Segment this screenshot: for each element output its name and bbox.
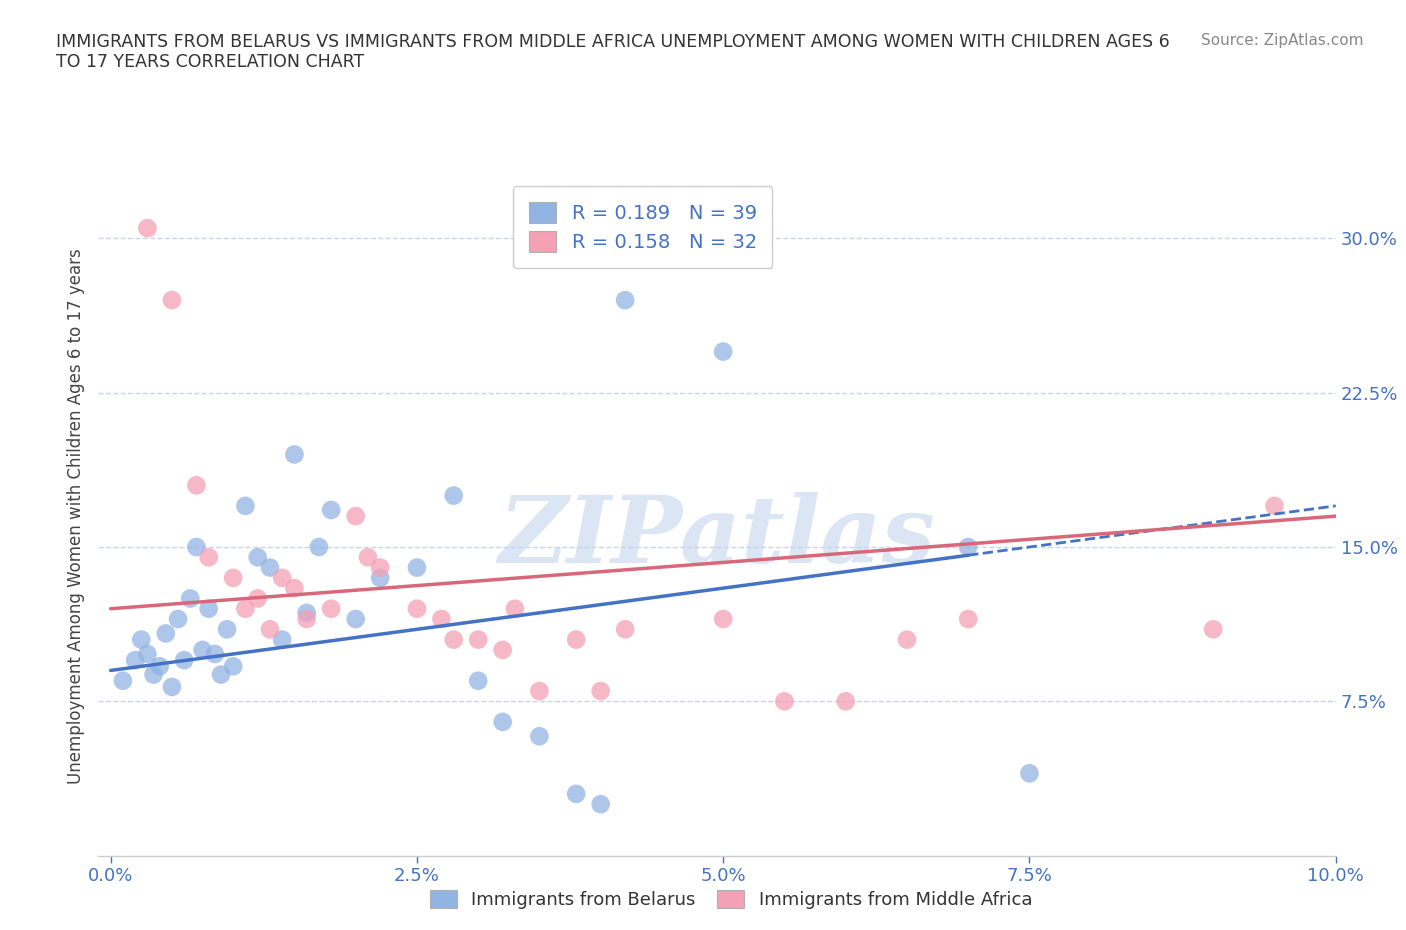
- Point: [283, 580, 305, 595]
- Point: [565, 632, 588, 647]
- Point: [492, 643, 515, 658]
- Point: [204, 646, 226, 661]
- Point: [222, 658, 245, 673]
- Point: [259, 560, 281, 575]
- Point: [589, 797, 612, 812]
- Point: [368, 570, 391, 585]
- Point: [136, 646, 159, 661]
- Legend: R = 0.189   N = 39, R = 0.158   N = 32: R = 0.189 N = 39, R = 0.158 N = 32: [513, 186, 772, 268]
- Point: [503, 602, 526, 617]
- Point: [155, 626, 177, 641]
- Point: [321, 602, 343, 617]
- Point: [308, 539, 330, 554]
- Point: [246, 591, 269, 605]
- Point: [197, 550, 219, 565]
- Point: [167, 612, 190, 627]
- Point: [136, 220, 159, 235]
- Point: [283, 447, 305, 462]
- Point: [614, 622, 637, 637]
- Legend: Immigrants from Belarus, Immigrants from Middle Africa: Immigrants from Belarus, Immigrants from…: [423, 883, 1039, 916]
- Point: [357, 550, 380, 565]
- Point: [467, 673, 489, 688]
- Point: [711, 612, 734, 627]
- Point: [430, 612, 453, 627]
- Point: [235, 602, 257, 617]
- Point: [271, 632, 294, 647]
- Point: [406, 602, 429, 617]
- Point: [1263, 498, 1285, 513]
- Point: [589, 684, 612, 698]
- Point: [124, 653, 146, 668]
- Point: [1202, 622, 1225, 637]
- Point: [129, 632, 152, 647]
- Point: [246, 550, 269, 565]
- Point: [295, 612, 318, 627]
- Point: [344, 509, 367, 524]
- Point: [406, 560, 429, 575]
- Point: [215, 622, 238, 637]
- Point: [179, 591, 201, 605]
- Point: [957, 612, 980, 627]
- Point: [896, 632, 918, 647]
- Text: Source: ZipAtlas.com: Source: ZipAtlas.com: [1201, 33, 1364, 47]
- Point: [191, 643, 214, 658]
- Point: [1018, 766, 1040, 781]
- Point: [111, 673, 134, 688]
- Point: [209, 667, 232, 682]
- Point: [186, 539, 208, 554]
- Point: [711, 344, 734, 359]
- Point: [614, 293, 637, 308]
- Point: [222, 570, 245, 585]
- Point: [235, 498, 257, 513]
- Point: [271, 570, 294, 585]
- Point: [529, 729, 551, 744]
- Point: [467, 632, 489, 647]
- Point: [160, 680, 183, 695]
- Y-axis label: Unemployment Among Women with Children Ages 6 to 17 years: Unemployment Among Women with Children A…: [66, 248, 84, 784]
- Point: [565, 787, 588, 802]
- Point: [173, 653, 195, 668]
- Point: [149, 658, 172, 673]
- Text: IMMIGRANTS FROM BELARUS VS IMMIGRANTS FROM MIDDLE AFRICA UNEMPLOYMENT AMONG WOME: IMMIGRANTS FROM BELARUS VS IMMIGRANTS FR…: [56, 33, 1170, 72]
- Point: [368, 560, 391, 575]
- Point: [773, 694, 796, 709]
- Point: [344, 612, 367, 627]
- Point: [160, 293, 183, 308]
- Point: [834, 694, 856, 709]
- Point: [957, 539, 980, 554]
- Point: [443, 488, 465, 503]
- Point: [197, 602, 219, 617]
- Point: [321, 502, 343, 517]
- Point: [186, 478, 208, 493]
- Point: [295, 605, 318, 620]
- Point: [142, 667, 165, 682]
- Point: [492, 714, 515, 729]
- Point: [259, 622, 281, 637]
- Point: [443, 632, 465, 647]
- Text: ZIPatlas: ZIPatlas: [499, 492, 935, 581]
- Point: [529, 684, 551, 698]
